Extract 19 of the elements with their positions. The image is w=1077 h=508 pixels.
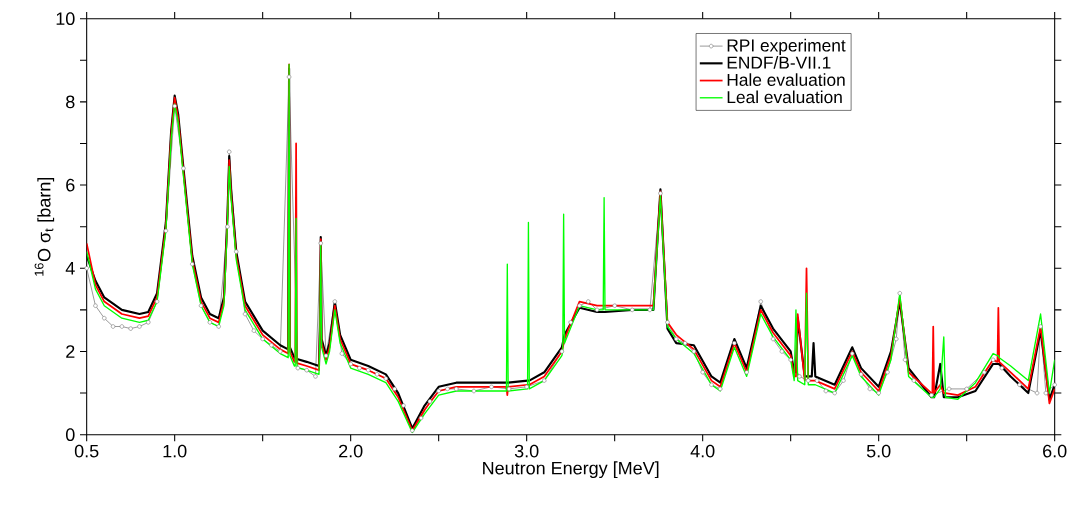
y-tick-label: 8 <box>66 95 75 109</box>
x-tick-label: 1.0 <box>163 444 187 458</box>
x-tick-label: 5.0 <box>866 444 891 458</box>
y-tick-label: 4 <box>65 262 75 275</box>
y-axis-title: $^{16}$O σ$_{t}$ [barn] <box>34 177 55 276</box>
x-tick-label: 4.0 <box>690 444 715 458</box>
legend-label: Hale evaluation <box>727 73 845 87</box>
x-tick-label: 6.0 <box>1043 444 1067 458</box>
x-tick-label: 0.5 <box>74 444 99 458</box>
y-tick-label: 0 <box>65 428 75 442</box>
legend-label: RPI experiment <box>727 38 846 55</box>
legend-label: Leal evaluation <box>727 90 842 104</box>
y-tick-label: 10 <box>56 12 75 26</box>
x-tick-label: 3.0 <box>514 444 539 458</box>
x-tick-label: 2.0 <box>339 444 363 458</box>
legend-label: ENDF/B-VII.1 <box>727 56 831 69</box>
x-axis-title: Neutron Energy [MeV] <box>483 461 659 479</box>
y-tick-label: 2 <box>66 345 75 358</box>
y-tick-label: 6 <box>66 178 75 192</box>
